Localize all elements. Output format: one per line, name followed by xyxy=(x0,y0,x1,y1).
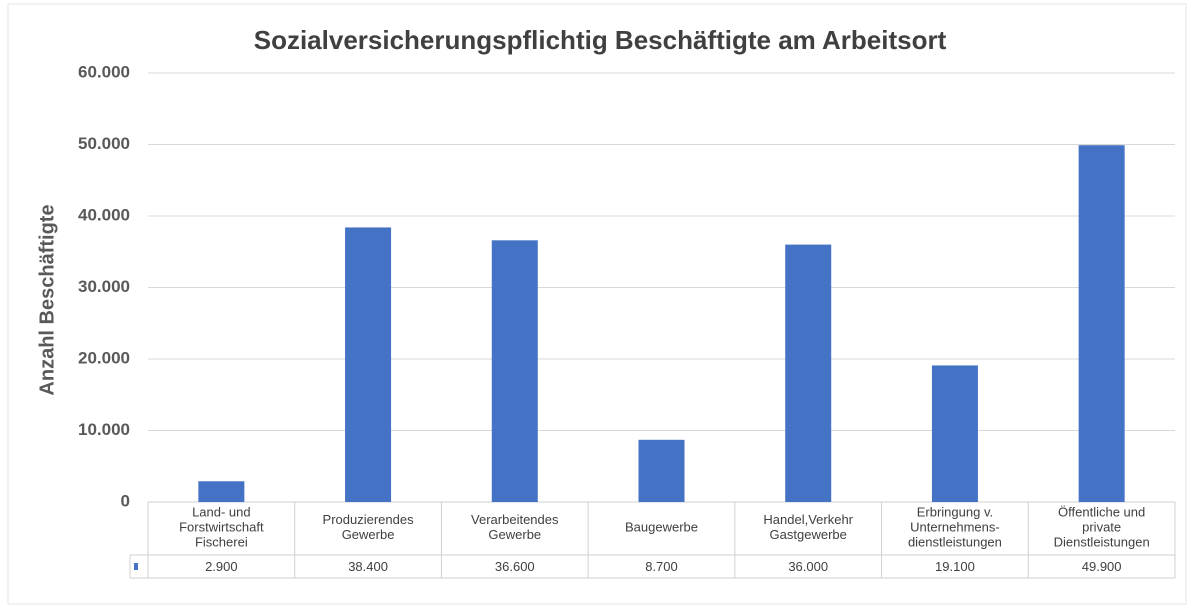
category-label: Verarbeitendes Gewerbe xyxy=(471,512,559,542)
category-label: Öffentliche und private Dienstleistungen xyxy=(1054,505,1150,550)
category-label: Baugewerbe xyxy=(625,520,698,535)
bar xyxy=(345,227,392,502)
bar xyxy=(1078,145,1125,502)
y-tick-label: 10.000 xyxy=(78,420,130,439)
chart-frame xyxy=(7,3,1187,605)
bar xyxy=(491,240,538,502)
value-label: 36.600 xyxy=(495,559,535,574)
legend-key xyxy=(134,563,138,570)
category-label: Handel,Verkehr Gastgewerbe xyxy=(763,512,853,542)
value-label: 8.700 xyxy=(645,559,678,574)
value-label: 49.900 xyxy=(1082,559,1122,574)
bar xyxy=(931,365,978,502)
y-tick-label: 30.000 xyxy=(78,277,130,296)
value-label: 19.100 xyxy=(935,559,975,574)
chart-title: Sozialversicherungspflichtig Beschäftigt… xyxy=(254,25,947,55)
category-label: Land- und Forstwirtschaft Fischerei xyxy=(179,505,264,550)
y-axis-label: Anzahl Beschäftigte xyxy=(36,204,58,395)
bar xyxy=(198,481,245,502)
y-tick-label: 50.000 xyxy=(78,134,130,153)
value-label: 36.000 xyxy=(788,559,828,574)
bar xyxy=(785,244,832,502)
category-label: Erbringung v. Unternehmens-dienstleistung… xyxy=(908,505,1002,550)
y-tick-label: 20.000 xyxy=(78,348,130,367)
value-label: 38.400 xyxy=(348,559,388,574)
category-label: Produzierendes Gewerbe xyxy=(323,512,415,542)
y-tick-label: 40.000 xyxy=(78,205,130,224)
y-tick-label: 0 xyxy=(121,491,130,510)
value-label: 2.900 xyxy=(205,559,238,574)
y-tick-label: 60.000 xyxy=(78,62,130,81)
bar xyxy=(638,439,685,502)
